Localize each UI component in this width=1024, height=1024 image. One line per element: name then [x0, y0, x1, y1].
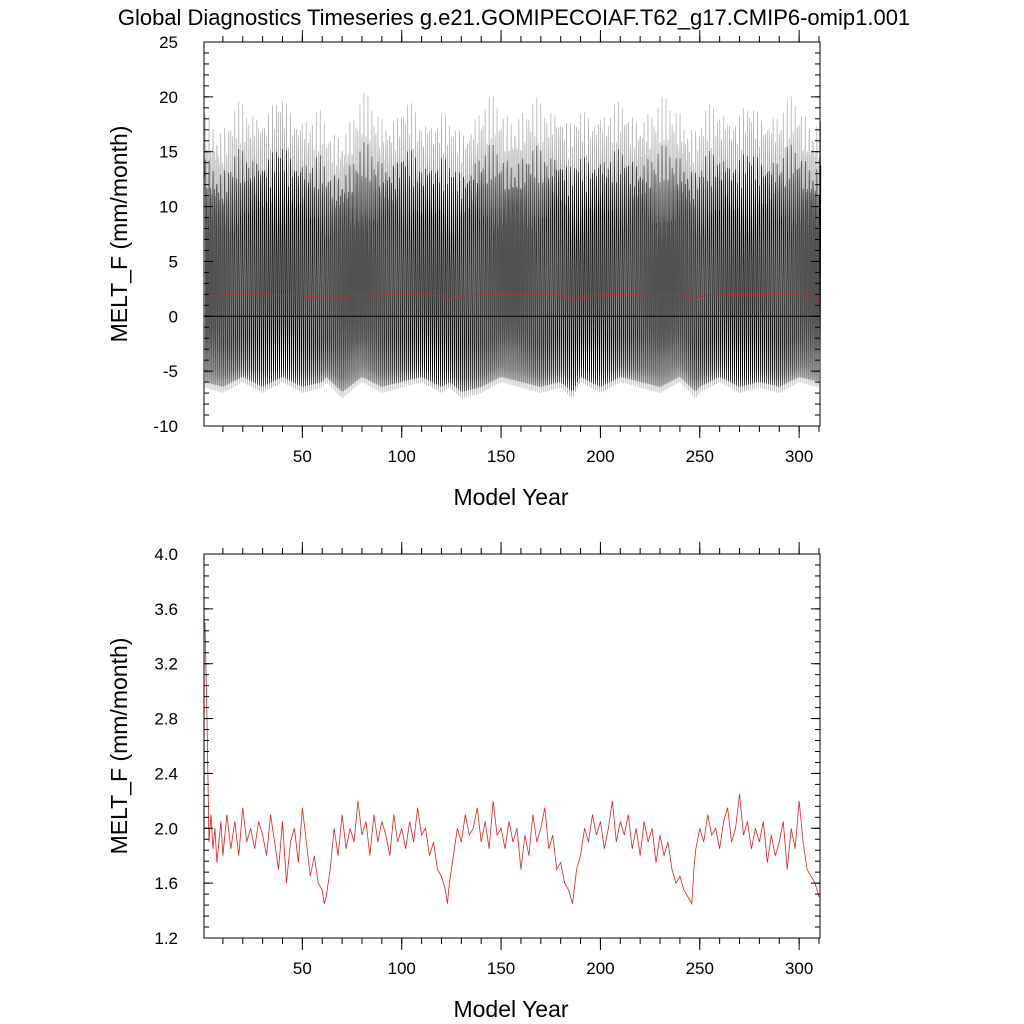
annual-mean-panel: 4.0 3.6 3.2 2.8 2.4 2.0 1.6 1.2 50 100 150 200 250 3… — [106, 542, 821, 1022]
x-tick-label: 100 — [388, 447, 416, 466]
y-axis-label: MELT_F (mm/month) — [106, 126, 132, 343]
x-tick-label: 200 — [586, 447, 614, 466]
x-tick-label: 200 — [586, 959, 614, 978]
y-tick-labels: 4.0 3.6 3.2 2.8 2.4 2.0 1.6 1.2 — [154, 545, 178, 948]
figure-title: Global Diagnostics Timeseries g.e21.GOMI… — [118, 5, 910, 30]
annual-mean-series — [204, 293, 820, 301]
x-tick-label: 150 — [487, 959, 515, 978]
x-axis-label: Model Year — [453, 484, 568, 510]
y-tick-label: 10 — [159, 198, 178, 217]
y-tick-label: 1.6 — [154, 874, 178, 893]
x-tick-label: 300 — [785, 447, 813, 466]
x-tick-label: 100 — [388, 959, 416, 978]
x-tick-labels: 50 100 150 200 250 300 — [293, 447, 813, 466]
plot-frame — [203, 41, 821, 427]
axis-ticks — [204, 542, 820, 950]
x-axis-label: Model Year — [453, 996, 568, 1022]
x-tick-label: 300 — [785, 959, 813, 978]
y-tick-label: 3.2 — [154, 655, 178, 674]
y-tick-label: 0 — [169, 307, 178, 326]
y-tick-labels: 25 20 15 10 5 0 -5 -10 — [153, 33, 178, 436]
annual-mean-line — [204, 293, 820, 301]
y-tick-label: 2.0 — [154, 819, 178, 838]
x-tick-labels: 50 100 150 200 250 300 — [293, 959, 813, 978]
y-tick-label: 2.8 — [154, 710, 178, 729]
annual-mean-series — [204, 622, 820, 906]
y-tick-label: 15 — [159, 143, 178, 162]
x-tick-label: 250 — [686, 959, 714, 978]
annual-mean-line — [204, 622, 820, 906]
y-tick-label: -10 — [153, 417, 178, 436]
x-tick-label: 50 — [293, 959, 312, 978]
x-tick-label: 150 — [487, 447, 515, 466]
y-tick-label: 4.0 — [154, 545, 178, 564]
y-tick-label: 25 — [159, 33, 178, 52]
monthly-series — [204, 92, 822, 399]
y-axis-label: MELT_F (mm/month) — [106, 638, 132, 855]
y-tick-label: 2.4 — [154, 764, 178, 783]
y-tick-label: 20 — [159, 88, 178, 107]
x-tick-label: 50 — [293, 447, 312, 466]
y-tick-label: -5 — [163, 362, 178, 381]
y-tick-label: 1.2 — [154, 929, 178, 948]
monthly-series-line — [204, 142, 822, 392]
y-tick-label: 3.6 — [154, 600, 178, 619]
x-tick-label: 250 — [686, 447, 714, 466]
y-tick-label: 5 — [169, 252, 178, 271]
axis-ticks — [204, 30, 820, 438]
plot-frame — [203, 553, 821, 939]
